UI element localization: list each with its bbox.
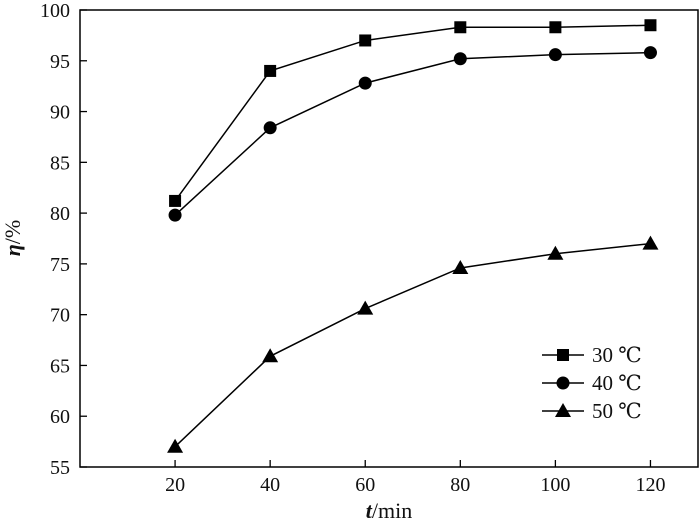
y-tick-label: 85 xyxy=(50,152,70,174)
y-tick-label: 65 xyxy=(50,355,70,377)
x-tick-label: 120 xyxy=(635,474,665,496)
y-tick-label: 55 xyxy=(50,457,70,479)
data-point xyxy=(264,64,277,77)
legend-label: 50 ℃ xyxy=(592,399,642,423)
x-tick-label: 20 xyxy=(165,474,185,496)
x-axis-title: t/min xyxy=(366,498,412,523)
x-tick-label: 100 xyxy=(540,474,570,496)
data-point xyxy=(262,348,279,363)
y-tick-label: 60 xyxy=(50,406,70,428)
y-tick-label: 90 xyxy=(50,102,70,124)
legend-marker xyxy=(556,376,570,390)
x-tick-label: 40 xyxy=(260,474,280,496)
y-axis-ticks: 55 60 65 70 75 80 85 90 95 100 xyxy=(40,0,87,479)
series-2 xyxy=(168,46,657,222)
y-tick-label: 75 xyxy=(50,254,70,276)
series-3 xyxy=(167,235,659,453)
series-1 xyxy=(169,19,657,207)
data-point xyxy=(167,438,184,453)
legend-item: 40 ℃ xyxy=(542,371,642,395)
legend-marker xyxy=(555,403,571,417)
data-point xyxy=(644,19,657,32)
y-tick-label: 70 xyxy=(50,305,70,327)
legend-label: 40 ℃ xyxy=(592,371,642,395)
legend-item: 50 ℃ xyxy=(542,399,642,423)
data-point xyxy=(453,52,467,66)
data-point xyxy=(357,300,374,315)
x-axis-ticks: 20 40 60 80 100 120 xyxy=(165,460,665,496)
data-point xyxy=(549,21,562,34)
x-tick-label: 60 xyxy=(355,474,375,496)
data-point xyxy=(642,235,659,250)
y-tick-label: 95 xyxy=(50,51,70,73)
data-point xyxy=(359,34,372,47)
series-line xyxy=(174,24,651,202)
legend-marker xyxy=(557,349,569,361)
series-line xyxy=(174,242,651,448)
data-point xyxy=(643,46,657,60)
data-point xyxy=(548,48,562,62)
data-point xyxy=(358,76,372,90)
data-point xyxy=(547,245,564,260)
legend: 30 ℃ 40 ℃ 50 ℃ xyxy=(542,343,642,423)
series-layer xyxy=(167,19,659,453)
data-point xyxy=(168,208,182,222)
y-tick-label: 80 xyxy=(50,203,70,225)
series-line xyxy=(174,51,651,216)
y-axis-title: η/% xyxy=(0,220,25,257)
data-point xyxy=(263,121,277,135)
data-point xyxy=(454,21,467,34)
y-tick-label: 100 xyxy=(40,0,70,22)
legend-label: 30 ℃ xyxy=(592,343,642,367)
x-tick-label: 80 xyxy=(450,474,470,496)
data-point xyxy=(452,259,469,274)
plot-frame xyxy=(79,9,699,468)
legend-item: 30 ℃ xyxy=(542,343,642,367)
data-point xyxy=(169,194,182,207)
